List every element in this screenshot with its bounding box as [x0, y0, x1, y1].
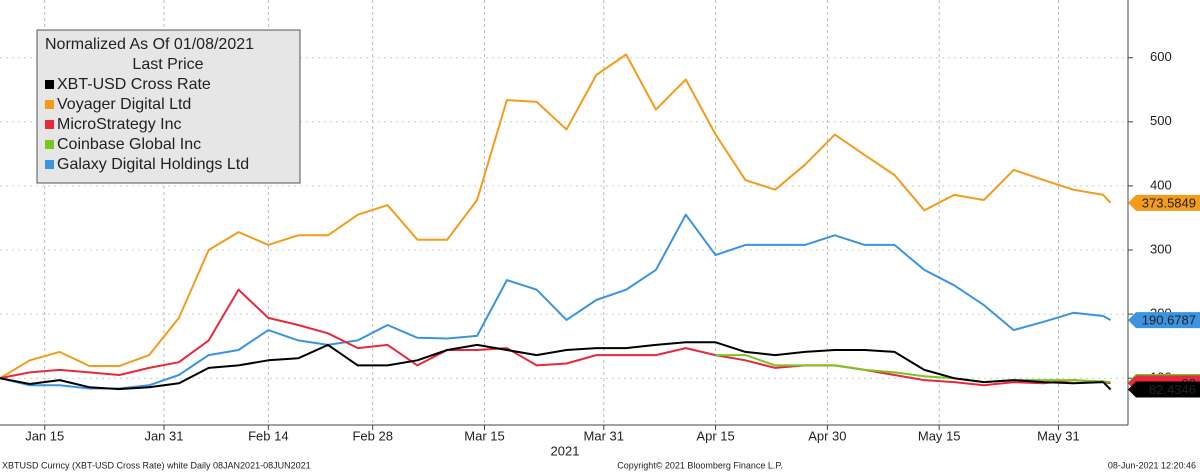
- y-tick-label: 600: [1150, 49, 1172, 64]
- legend-label: Galaxy Digital Holdings Ltd: [57, 156, 249, 173]
- y-tick-label: 500: [1150, 113, 1172, 128]
- value-tag-label: 373.5849: [1142, 195, 1196, 210]
- footer-center: Copyright© 2021 Bloomberg Finance L.P.: [617, 460, 783, 470]
- y-tick-label: 300: [1150, 241, 1172, 256]
- value-tag: [1128, 312, 1200, 329]
- legend-swatch: [45, 140, 54, 149]
- legend-box: [36, 29, 301, 184]
- series-line: [0, 341, 1112, 391]
- value-tag: [1128, 381, 1200, 398]
- series-line: [0, 53, 1112, 380]
- x-tick-label: Feb 28: [352, 428, 392, 443]
- x-tick-label: Mar 31: [584, 428, 624, 443]
- x-tick-label: Apr 15: [696, 428, 734, 443]
- x-tick-label: Apr 30: [808, 428, 846, 443]
- footer-left: XBTUSD Curncy (XBT-USD Cross Rate) white…: [2, 460, 311, 470]
- legend-label: MicroStrategy Inc: [57, 116, 181, 133]
- x-tick-label: May 15: [918, 428, 961, 443]
- x-tick-label: May 31: [1037, 428, 1080, 443]
- value-tag: [1128, 194, 1200, 211]
- x-tick-label: Jan 15: [25, 428, 64, 443]
- x-axis-label: 2021: [551, 443, 580, 458]
- legend-swatch: [45, 80, 54, 89]
- legend-title: Normalized As Of 01/08/2021: [45, 36, 254, 53]
- legend-swatch: [45, 160, 54, 169]
- x-tick-label: Feb 14: [248, 428, 288, 443]
- series-line: [0, 288, 1111, 387]
- y-tick-label: 400: [1150, 177, 1172, 192]
- series-line: [0, 213, 1112, 390]
- value-tag-label: 82.4346: [1149, 382, 1196, 397]
- legend-swatch: [45, 100, 54, 109]
- legend-label: Voyager Digital Ltd: [57, 96, 191, 113]
- legend: Normalized As Of 01/08/2021 Last Price XBT…: [36, 29, 301, 184]
- x-tick-label: Jan 31: [144, 428, 183, 443]
- legend-swatch: [45, 120, 54, 129]
- legend-label: Coinbase Global Inc: [57, 136, 201, 153]
- x-tick-label: Mar 15: [464, 428, 504, 443]
- footer-right: 08-Jun-2021 12:20:46: [1108, 460, 1196, 470]
- value-tag-label: 190.6787: [1142, 313, 1196, 328]
- series-line: [715, 354, 1111, 384]
- legend-subtitle: Last Price: [132, 56, 203, 73]
- legend-label: XBT-USD Cross Rate: [57, 76, 211, 93]
